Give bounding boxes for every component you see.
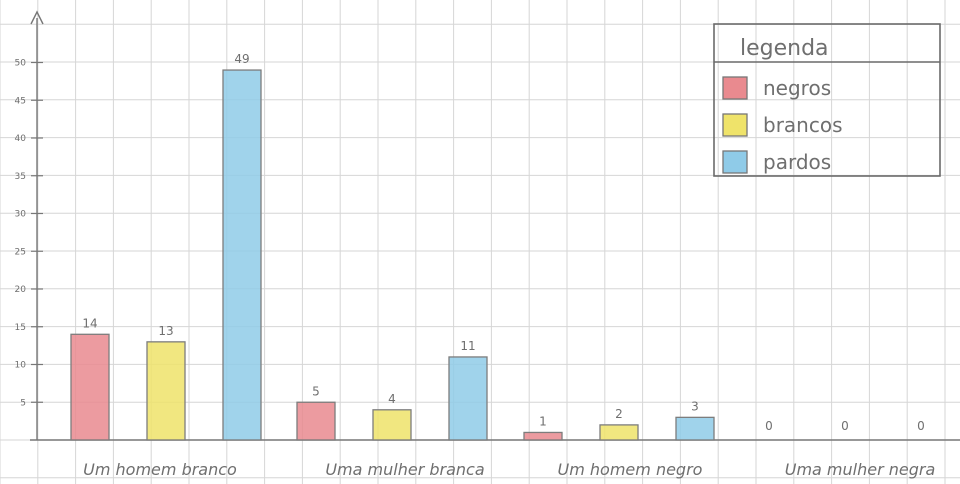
y-tick-label: 35 [15, 172, 26, 182]
legend-label-negros: negros [763, 76, 831, 100]
data-label: 0 [765, 419, 773, 433]
legend-swatch-pardos [722, 150, 748, 174]
y-tick-label: 25 [15, 247, 26, 257]
bar-pardos [675, 416, 715, 441]
bar-pardos [448, 356, 488, 441]
data-label: 4 [388, 392, 396, 406]
data-label: 49 [234, 52, 249, 66]
category-labels: Um homem branco Uma mulher branca Um homem… [83, 460, 935, 479]
legend-swatch-negros [722, 76, 748, 100]
y-tick-label: 15 [15, 323, 26, 333]
y-tick-label: 5 [20, 398, 26, 408]
category-label: Uma mulher negra [785, 460, 936, 479]
legend-label-brancos: brancos [763, 113, 843, 137]
category-label: Uma mulher branca [325, 460, 484, 479]
legend-title: legenda [740, 36, 829, 61]
legend: legenda negros brancos pardos [713, 23, 941, 177]
y-tick-label: 50 [15, 59, 27, 69]
y-tick-label: 10 [15, 361, 27, 371]
data-label: 3 [691, 399, 699, 413]
bar-brancos [146, 341, 186, 441]
data-label: 1 [539, 414, 547, 428]
data-label: 14 [82, 316, 97, 330]
category-label: Um homem branco [83, 460, 237, 479]
bar-brancos [372, 409, 412, 441]
bar-negros [296, 401, 336, 441]
category-label: Um homem negro [558, 460, 703, 479]
y-axis-arrow [30, 10, 44, 25]
data-label: 2 [615, 407, 623, 421]
legend-swatch-brancos [722, 113, 748, 137]
bars [70, 69, 715, 441]
bar-negros [523, 431, 563, 441]
bar-negros [70, 333, 110, 441]
y-tick-label: 45 [15, 96, 26, 106]
legend-box [713, 23, 941, 177]
bar-brancos [599, 424, 639, 441]
data-label: 11 [460, 339, 475, 353]
y-tick-label: 30 [15, 210, 27, 220]
data-label: 13 [158, 324, 173, 338]
data-label: 0 [917, 419, 925, 433]
y-ticks: 5 10 15 20 25 30 35 40 45 50 [15, 59, 43, 408]
legend-label-pardos: pardos [763, 150, 831, 174]
y-tick-label: 20 [15, 285, 27, 295]
y-tick-label: 40 [15, 134, 27, 144]
data-label: 0 [841, 419, 849, 433]
bar-pardos [222, 69, 262, 441]
data-label: 5 [312, 384, 320, 398]
